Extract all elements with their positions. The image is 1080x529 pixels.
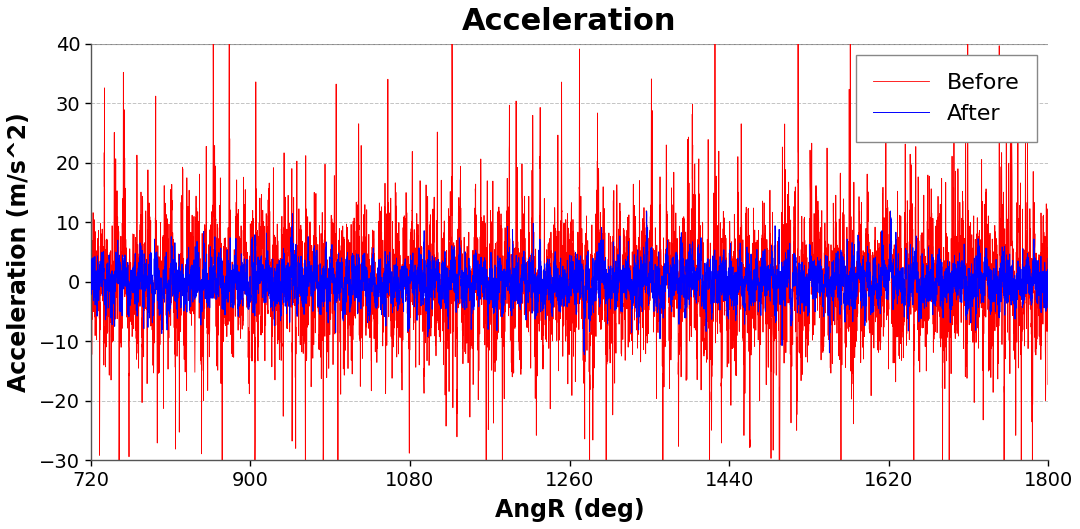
After [795, 269, 808, 276]
After [578, 351, 591, 358]
After [84, 282, 97, 288]
Before [84, 202, 97, 208]
After [692, 251, 705, 257]
Before [1042, 288, 1055, 295]
Before [431, 264, 444, 271]
Before [133, 280, 146, 286]
Line: Before: Before [91, 44, 1049, 460]
Before [112, 457, 125, 463]
Before [651, 254, 664, 260]
Before [693, 224, 706, 230]
After [1042, 280, 1055, 286]
Legend: Before, After: Before, After [855, 55, 1037, 142]
Line: After: After [91, 211, 1049, 354]
Before [795, 312, 808, 318]
X-axis label: AngR (deg): AngR (deg) [495, 498, 645, 522]
Title: Acceleration: Acceleration [462, 7, 677, 36]
Before [206, 41, 219, 47]
After [885, 208, 897, 214]
Before [846, 359, 859, 366]
After [846, 243, 859, 250]
Y-axis label: Acceleration (m/s^2): Acceleration (m/s^2) [6, 112, 31, 392]
After [651, 285, 664, 291]
After [133, 287, 146, 293]
After [431, 261, 444, 268]
